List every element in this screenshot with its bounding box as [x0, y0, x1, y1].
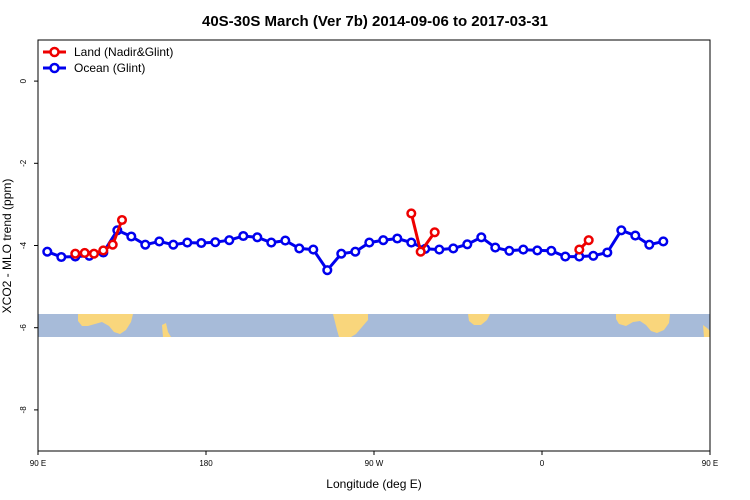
data-point	[616, 225, 627, 236]
data-point	[336, 248, 347, 259]
data-point	[406, 208, 417, 219]
data-point	[98, 245, 109, 256]
chart-title: 40S-30S March (Ver 7b) 2014-09-06 to 201…	[202, 13, 548, 30]
data-point	[238, 230, 249, 242]
data-point	[476, 232, 487, 243]
x-tick-label: 90 E	[702, 459, 718, 468]
data-point	[583, 235, 594, 246]
map-land-south-america	[333, 314, 368, 337]
data-point	[210, 237, 221, 248]
data-point	[350, 246, 361, 257]
legend-label-land: Land (Nadir&Glint)	[74, 45, 173, 59]
data-point	[429, 227, 440, 238]
x-axis-title: Longitude (deg E)	[326, 477, 421, 491]
x-tick-label: 90 W	[365, 459, 384, 468]
data-point	[560, 251, 571, 262]
data-point	[504, 245, 515, 256]
data-point	[434, 244, 445, 255]
data-point	[588, 250, 599, 261]
data-point	[378, 235, 389, 246]
data-point	[546, 245, 557, 256]
legend-marker-ocean	[49, 62, 60, 74]
data-point	[42, 246, 53, 257]
map-ocean	[38, 314, 710, 337]
data-point	[79, 247, 90, 258]
x-tick-label: 180	[199, 459, 213, 468]
data-point	[448, 243, 459, 254]
y-tick-label: -2	[19, 159, 28, 167]
map-land-australia	[78, 314, 133, 334]
data-point	[116, 214, 128, 226]
data-point	[56, 251, 67, 263]
legend-marker-land	[49, 46, 60, 58]
series-layer	[42, 208, 669, 276]
data-point	[532, 245, 543, 256]
y-axis-title: XCO2 - MLO trend (ppm)	[0, 179, 14, 314]
data-point	[518, 244, 529, 255]
data-point	[280, 235, 291, 246]
legend: Land (Nadir&Glint) Ocean (Glint)	[43, 45, 173, 75]
data-point	[252, 232, 263, 243]
map-land-tasmania	[162, 323, 171, 337]
map-strip	[38, 314, 710, 337]
y-tick-label: -4	[19, 241, 28, 249]
map-land-australia-east	[616, 314, 670, 333]
data-point	[308, 244, 319, 255]
data-point	[392, 233, 403, 244]
data-point	[415, 246, 426, 257]
data-point	[154, 236, 165, 247]
data-point	[406, 237, 417, 248]
data-point	[490, 242, 501, 253]
data-point	[168, 239, 179, 250]
legend-label-ocean: Ocean (Glint)	[74, 61, 145, 75]
data-point	[630, 230, 641, 241]
plot-frame	[37, 39, 711, 452]
y-tick-label: -6	[19, 324, 28, 332]
x-tick-label: 90 E	[30, 459, 46, 468]
data-point	[462, 239, 473, 250]
y-tick-label: 0	[19, 78, 28, 83]
series-ocean	[42, 225, 669, 276]
data-point	[644, 239, 655, 250]
data-point	[658, 236, 669, 247]
data-point	[196, 237, 207, 249]
data-point	[140, 239, 151, 250]
y-axis: 0 -2 -4 -6 -8	[19, 78, 38, 413]
data-point	[574, 244, 585, 255]
data-point	[322, 265, 333, 276]
data-point	[294, 243, 305, 254]
data-point	[126, 231, 137, 242]
data-point	[224, 235, 235, 246]
data-point	[70, 248, 81, 259]
y-tick-label: -8	[19, 406, 28, 414]
data-point	[107, 239, 118, 250]
x-tick-label: 0	[540, 459, 545, 468]
map-land-tasmania-east	[703, 325, 710, 337]
data-point	[266, 237, 277, 248]
data-point	[182, 237, 193, 248]
data-point	[602, 247, 613, 258]
map-land-africa	[468, 314, 490, 325]
data-point	[364, 237, 375, 248]
series-land	[70, 208, 594, 259]
data-point	[88, 248, 100, 259]
